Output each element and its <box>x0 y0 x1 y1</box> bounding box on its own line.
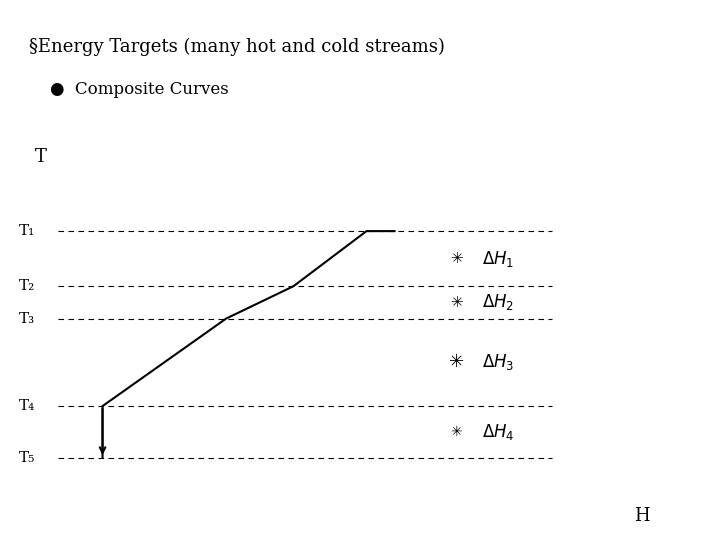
Text: ✳: ✳ <box>450 251 463 266</box>
Text: T₃: T₃ <box>19 312 35 326</box>
Text: ✳: ✳ <box>451 425 462 439</box>
Text: T: T <box>35 147 47 166</box>
Text: $\Delta H_{4}$: $\Delta H_{4}$ <box>482 422 514 442</box>
Text: ●  Composite Curves: ● Composite Curves <box>50 81 229 98</box>
Text: T₂: T₂ <box>19 279 35 293</box>
Text: T₁: T₁ <box>19 224 35 238</box>
Text: $\Delta H_{1}$: $\Delta H_{1}$ <box>482 248 514 269</box>
Text: T₄: T₄ <box>19 399 35 413</box>
Text: $\Delta H_{2}$: $\Delta H_{2}$ <box>482 292 514 313</box>
Text: H: H <box>634 507 649 525</box>
Text: T₅: T₅ <box>19 451 35 465</box>
Text: ✳: ✳ <box>450 295 463 310</box>
Text: $\Delta H_{3}$: $\Delta H_{3}$ <box>482 352 514 373</box>
Text: ✳: ✳ <box>449 353 464 372</box>
Text: §Energy Targets (many hot and cold streams): §Energy Targets (many hot and cold strea… <box>29 38 445 56</box>
